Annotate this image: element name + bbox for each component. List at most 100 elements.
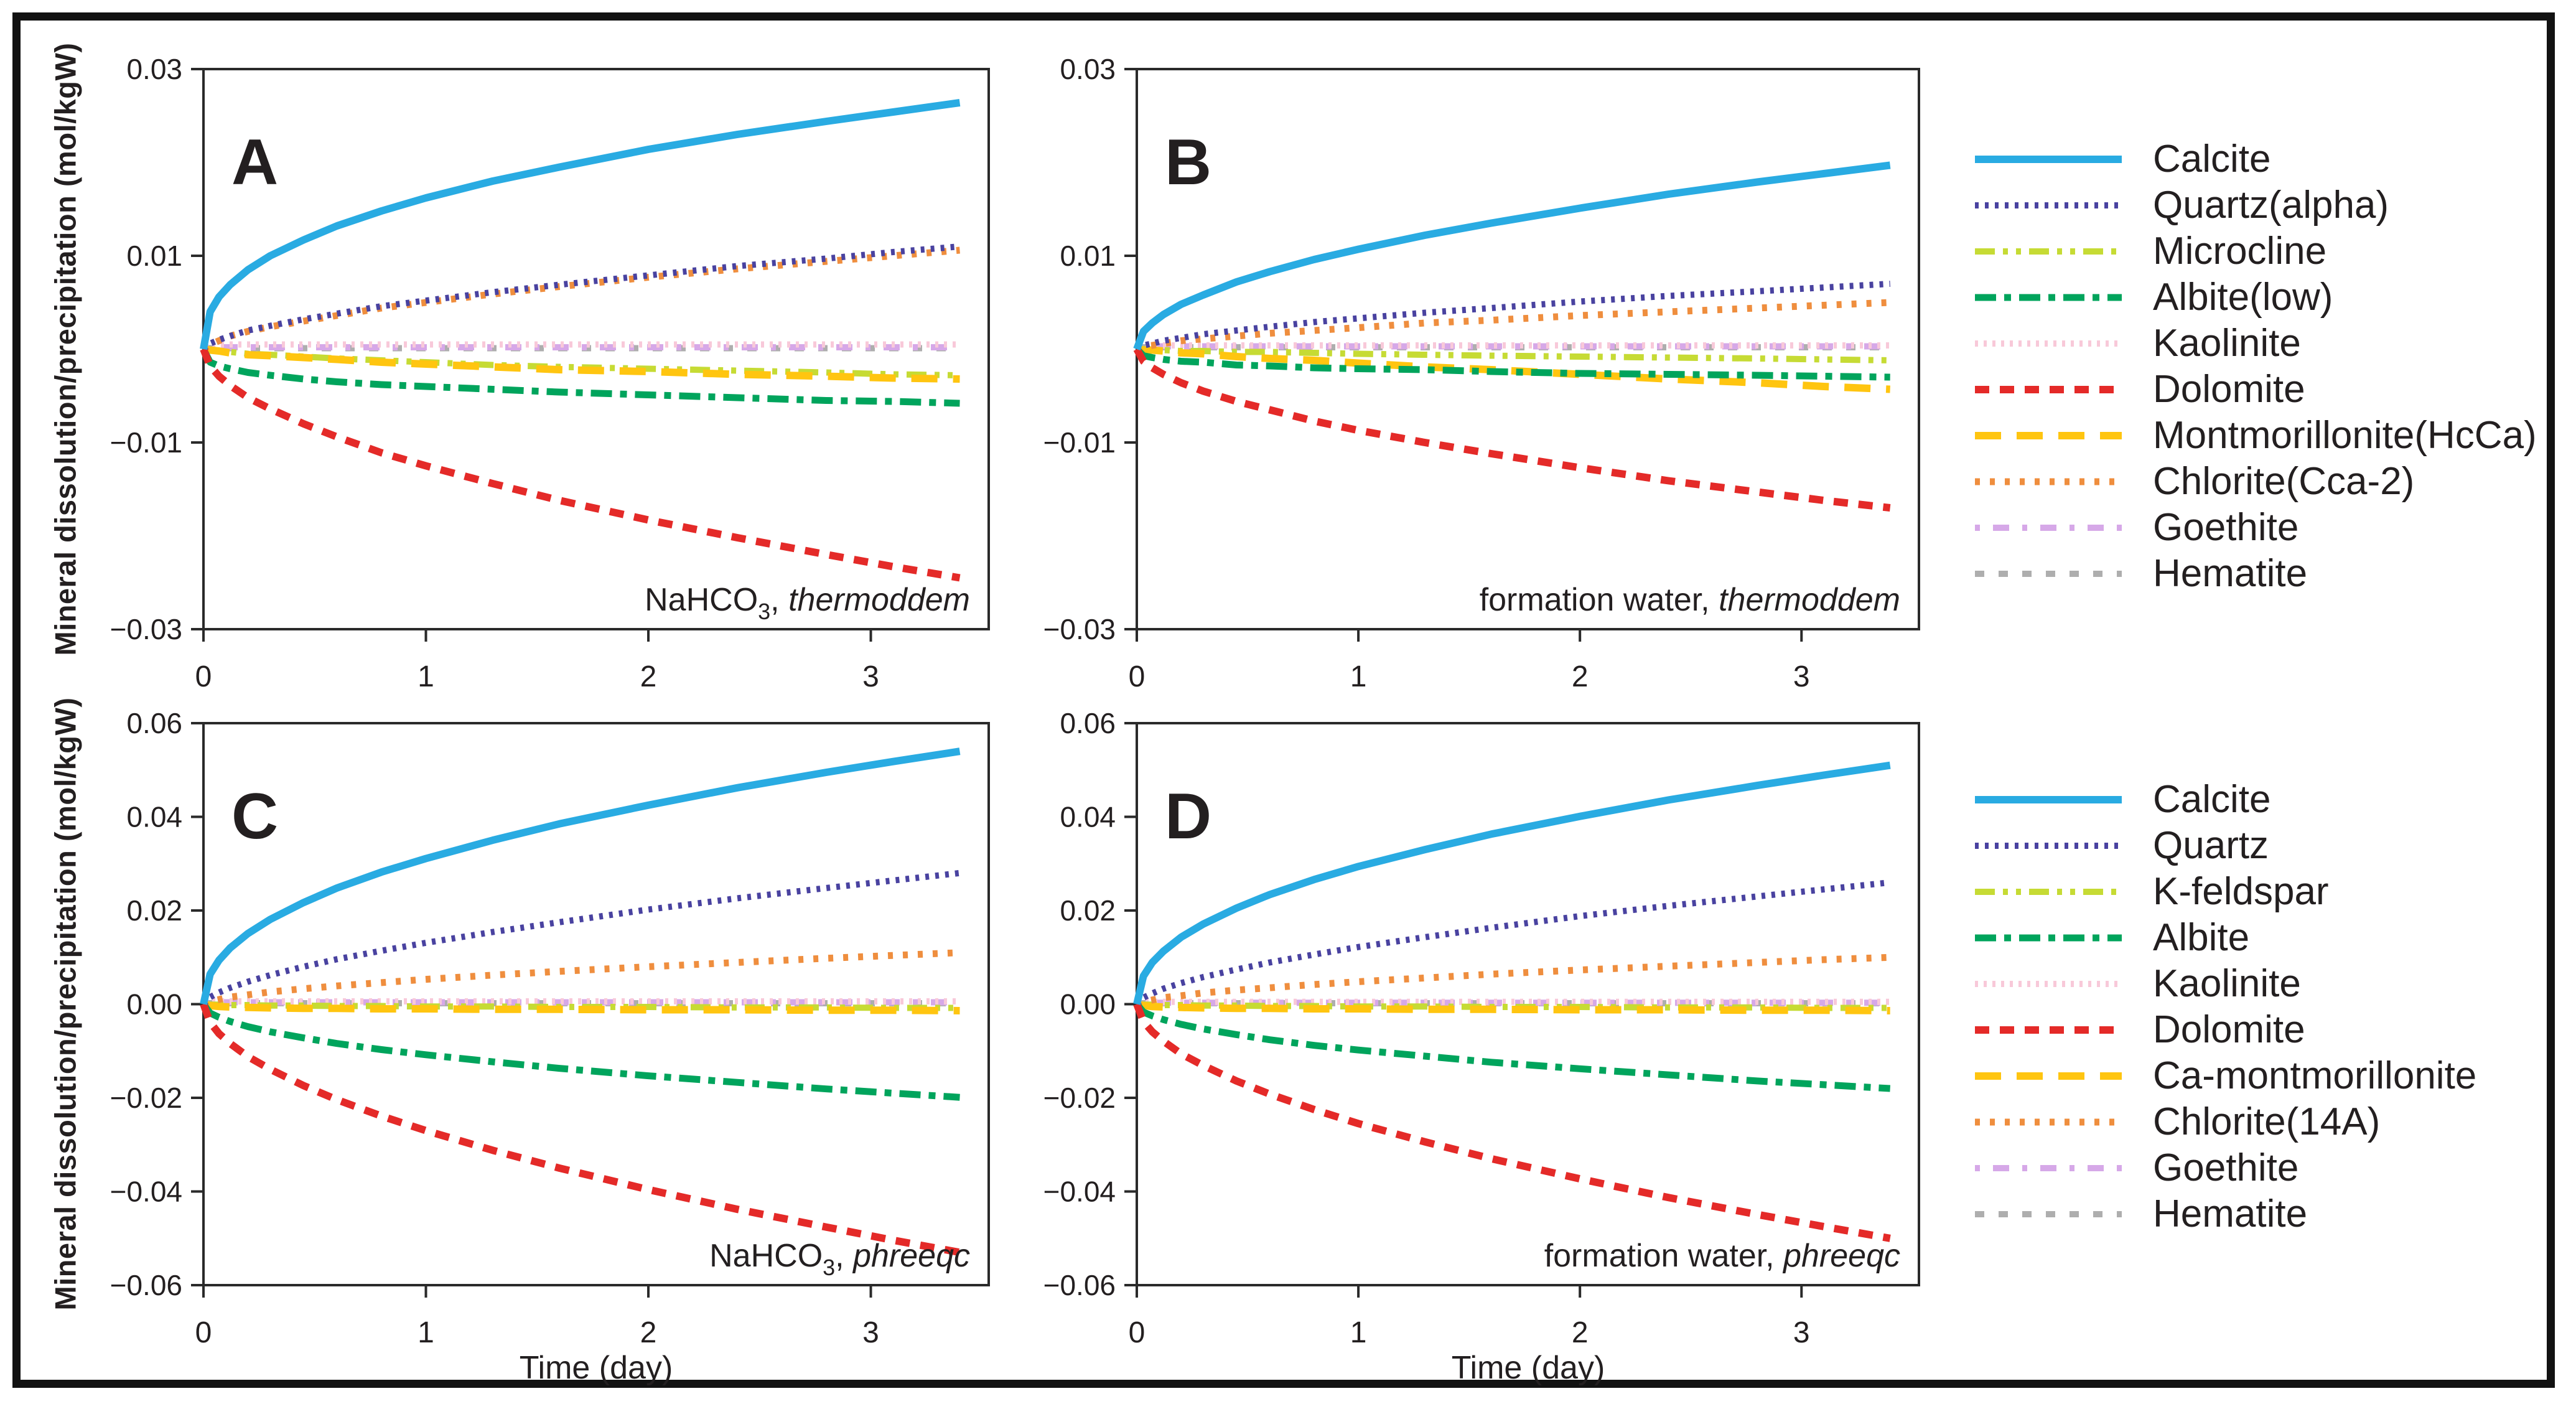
y-tick-label: 0.01 xyxy=(1060,240,1116,272)
legend-line-sample-quartz xyxy=(1975,202,2122,208)
x-tick-label: 0 xyxy=(1129,1316,1146,1349)
legend-item-hematite: Hematite xyxy=(1974,1191,2476,1237)
series-dolomite xyxy=(1133,1003,1891,1242)
legend-item-calcite: Calcite xyxy=(1974,136,2537,182)
y-tick-label: 0.03 xyxy=(1060,53,1116,85)
legend-item-dolomite: Dolomite xyxy=(1974,1007,2476,1053)
legend-line-sample-kfeldspar xyxy=(1975,889,2122,895)
legend-item-kaolinite: Kaolinite xyxy=(1974,321,2537,367)
y-tick-label: 0.06 xyxy=(126,707,182,739)
legend-item-albite: Albite(low) xyxy=(1974,274,2537,321)
series-albite xyxy=(1134,347,1890,381)
legend-item-label: Quartz(alpha) xyxy=(2153,184,2389,227)
y-tick-label: 0.01 xyxy=(126,240,182,272)
x-tick-label: 2 xyxy=(640,1316,657,1349)
y-tick-label: −0.02 xyxy=(1043,1082,1116,1114)
x-tick-label: 0 xyxy=(1129,660,1146,693)
figure-border xyxy=(12,12,2555,1388)
y-tick-label: 0.00 xyxy=(1060,988,1116,1021)
legend-line-sample-albite xyxy=(1975,294,2122,301)
legend-item-kfeldspar: K-feldspar xyxy=(1974,869,2476,915)
legend-line-sample-calcite xyxy=(1975,156,2122,163)
series-quartz xyxy=(201,243,960,352)
x-tick-label: 0 xyxy=(195,1316,212,1349)
legend-item-label: Calcite xyxy=(2153,138,2271,180)
panel-letter-c: C xyxy=(231,780,278,853)
panel-annotation: NaHCO3, thermoddem xyxy=(645,582,970,624)
legend-line-sample-dolomite xyxy=(1975,1026,2122,1034)
y-axis-label-bottom-row: Mineral dissolution/precipitation (mol/k… xyxy=(49,697,82,1311)
y-tick-label: −0.04 xyxy=(110,1176,182,1208)
legend-line-sample-montmorillonite xyxy=(1975,1072,2122,1080)
series-kfeldspar xyxy=(1137,346,1890,363)
legend-item-label: Goethite xyxy=(2153,1146,2299,1189)
x-tick-label: 2 xyxy=(1572,1316,1589,1349)
x-tick-label: 3 xyxy=(1793,1316,1810,1349)
legend-item-label: Hematite xyxy=(2153,1192,2308,1235)
legend-item-label: Hematite xyxy=(2153,552,2308,595)
legend-item-hematite: Hematite xyxy=(1974,551,2537,597)
y-tick-label: −0.01 xyxy=(1043,426,1116,459)
series-quartz xyxy=(1135,281,1890,352)
x-tick-label: 1 xyxy=(1350,1316,1367,1349)
series-montmorillonite xyxy=(1136,345,1890,393)
legend-line-sample-kaolinite xyxy=(1975,340,2122,347)
legend-line-sample-goethite xyxy=(1975,525,2122,531)
series-montmorillonite xyxy=(203,345,960,383)
panel-annotation: NaHCO3, phreeqc xyxy=(709,1238,970,1280)
legend-item-label: Montmorillonite(HcCa) xyxy=(2153,414,2537,457)
series-calcite xyxy=(1133,161,1891,351)
y-tick-label: −0.04 xyxy=(1043,1176,1116,1208)
legend-item-label: Microcline xyxy=(2153,230,2327,273)
legend-line-sample-chlorite xyxy=(1975,478,2122,485)
y-tick-label: −0.02 xyxy=(110,1082,182,1114)
legend-item-label: Albite(low) xyxy=(2153,276,2333,319)
legend-item-label: Kaolinite xyxy=(2153,962,2301,1005)
legend-line-sample-goethite xyxy=(1975,1165,2122,1171)
legend-item-calcite: Calcite xyxy=(1974,777,2476,823)
x-tick-label: 3 xyxy=(862,1316,879,1349)
legend-item-kaolinite: Kaolinite xyxy=(1974,961,2476,1007)
panel-annotation: formation water, thermoddem xyxy=(1480,582,1900,618)
y-tick-label: −0.03 xyxy=(1043,613,1116,645)
series-calcite xyxy=(200,747,961,1005)
legend-line-sample-quartz xyxy=(1975,843,2122,849)
series-chlorite xyxy=(202,949,960,1008)
legend-item-label: Kaolinite xyxy=(2153,322,2301,365)
x-tick-label: 1 xyxy=(1350,660,1367,693)
y-tick-label: 0.04 xyxy=(126,801,182,833)
legend-top: Calcite Quartz(alpha) Microcline Albite(low… xyxy=(1974,136,2537,597)
y-tick-label: 0.00 xyxy=(126,988,182,1021)
y-tick-label: 0.02 xyxy=(126,894,182,927)
y-tick-label: −0.03 xyxy=(110,613,182,645)
legend-line-sample-hematite xyxy=(1975,1211,2122,1217)
series-albite xyxy=(200,347,960,407)
x-tick-label: 2 xyxy=(1572,660,1589,693)
legend-item-quartz: Quartz xyxy=(1974,823,2476,869)
x-tick-label: 0 xyxy=(195,660,212,693)
series-albite xyxy=(200,1002,960,1101)
legend-item-albite: Albite xyxy=(1974,915,2476,961)
y-tick-label: −0.01 xyxy=(110,426,182,459)
series-albite xyxy=(1134,1001,1891,1092)
legend-item-dolomite: Dolomite xyxy=(1974,367,2537,413)
series-dolomite xyxy=(200,347,961,582)
legend-item-label: Goethite xyxy=(2153,506,2299,549)
series-dolomite xyxy=(1133,347,1891,512)
x-axis-label-panel-d: Time (day) xyxy=(1451,1350,1605,1386)
y-tick-label: 0.03 xyxy=(126,53,182,85)
x-tick-label: 1 xyxy=(418,1316,434,1349)
y-tick-label: 0.02 xyxy=(1060,894,1116,927)
legend-item-label: Albite xyxy=(2153,916,2250,959)
legend-line-sample-albite xyxy=(1975,934,2122,942)
legend-item-label: Chlorite(Cca-2) xyxy=(2153,460,2415,503)
x-tick-label: 3 xyxy=(862,660,879,693)
legend-item-label: Dolomite xyxy=(2153,1008,2305,1051)
legend-item-chlorite: Chlorite(14A) xyxy=(1974,1099,2476,1145)
panel-letter-b: B xyxy=(1165,126,1211,199)
legend-line-sample-hematite xyxy=(1975,571,2122,577)
panel-a: 0.03 0.01 −0.01 −0.03 0 1 2 3 A NaHCO3, thermodde… xyxy=(110,53,990,693)
legend-item-quartz: Quartz(alpha) xyxy=(1974,182,2537,228)
